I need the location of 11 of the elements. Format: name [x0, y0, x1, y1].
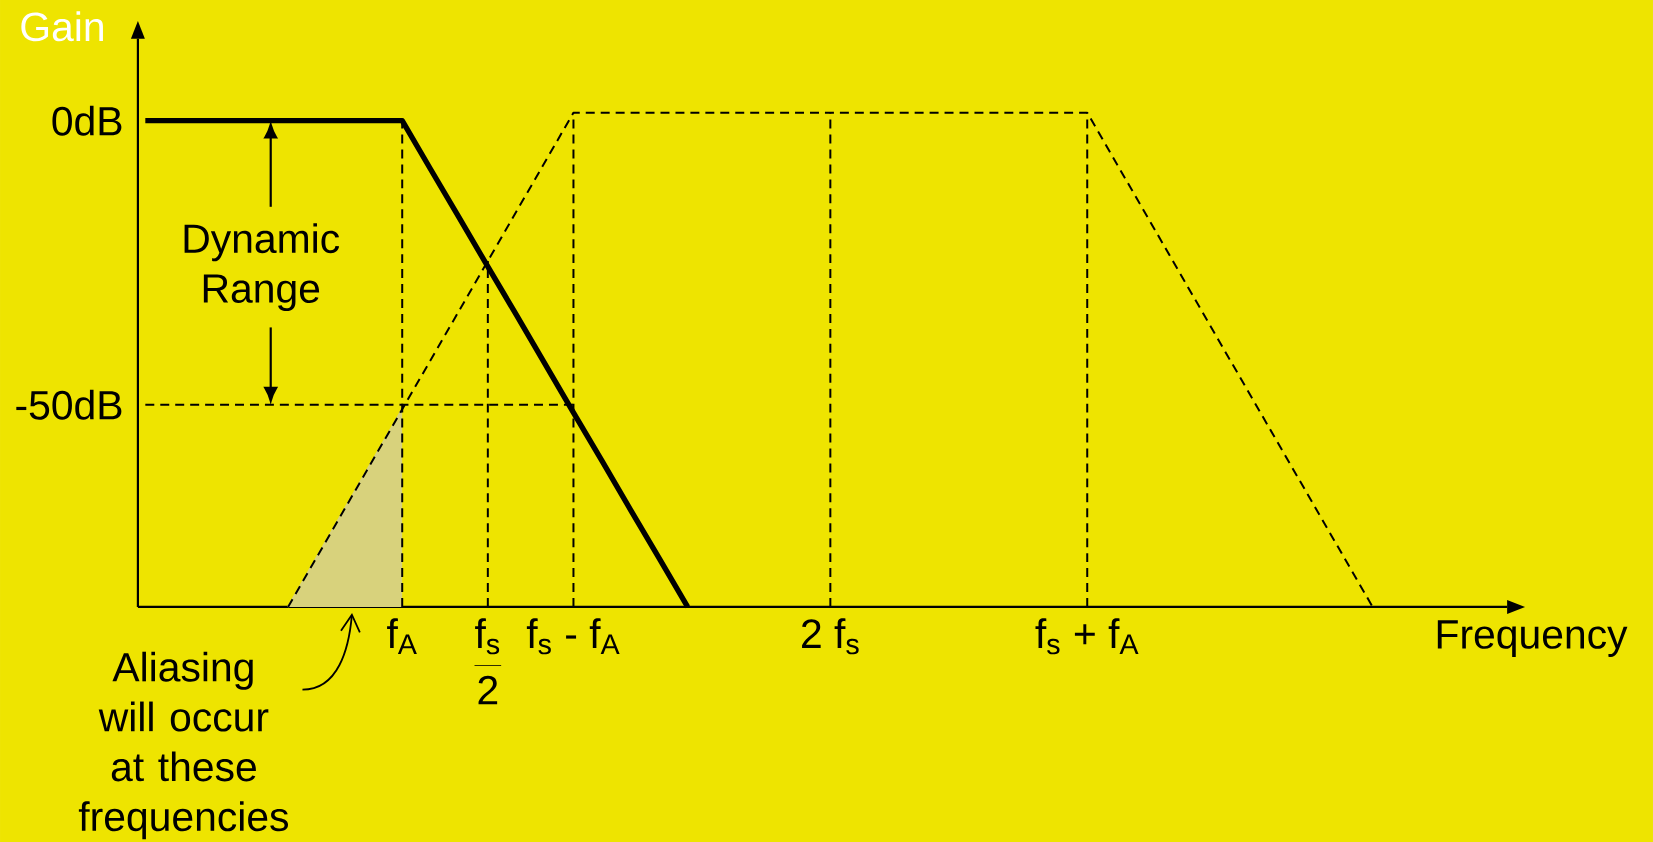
y-tick-label: 0dB — [52, 105, 122, 136]
x-tick-label: f$_{A}$ — [387, 618, 417, 654]
x-tick-label: f$_{s}$ + f$_{A}$ — [1035, 618, 1139, 655]
annotation: Dynamic Range — [184, 223, 340, 311]
x-tick-label: f$_{s}$ - f$_{A}$ — [526, 618, 620, 655]
y-tick-label: -50dB — [16, 389, 122, 420]
x-tick-label: 2 f$_{s}$ — [802, 618, 859, 655]
x-tick-label: $\frac{\mathrm{f}_{\mathrm{s}}}{\mathrm{2}}$ — [474, 618, 502, 705]
x-axis-title: Frequency — [1437, 620, 1628, 657]
text: Aliasing will occur at these frequencies — [78, 651, 289, 840]
y-axis-title: Gain — [21, 11, 103, 42]
